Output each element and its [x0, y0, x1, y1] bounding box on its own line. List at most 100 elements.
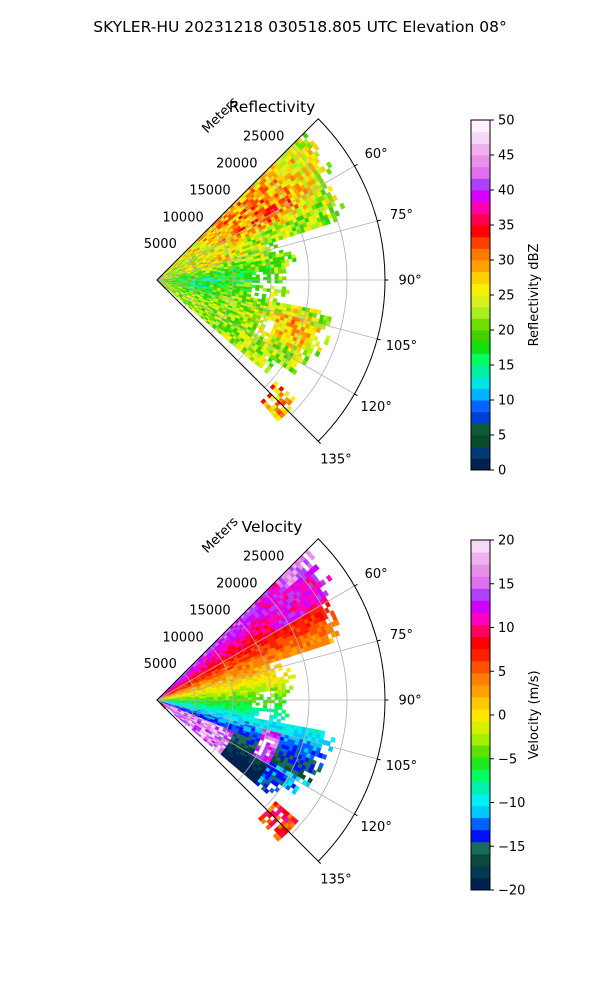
colorbar-tick-label: 10	[498, 394, 515, 409]
colorbar-swatch	[471, 672, 490, 686]
field-cell	[225, 275, 230, 279]
range-tick-label: 20000	[216, 577, 257, 592]
azimuth-spoke	[156, 279, 378, 340]
field-cell	[244, 274, 249, 278]
field-cell	[312, 144, 320, 152]
reflectivity-title: Reflectivity	[229, 98, 316, 116]
colorbar-swatch	[471, 166, 490, 179]
colorbar-swatch	[471, 793, 490, 807]
colorbar-swatch	[471, 318, 490, 331]
field-cell	[278, 279, 283, 284]
azimuth-spoke	[156, 279, 355, 395]
colorbar-swatch	[471, 341, 490, 354]
angle-tick-label: 90°	[399, 274, 422, 289]
colorbar-swatch	[471, 829, 490, 843]
field-cell	[321, 753, 328, 760]
field-cell	[228, 695, 234, 699]
field-cell	[273, 687, 279, 692]
field-cell	[255, 287, 260, 291]
field-cell	[274, 702, 279, 707]
colorbar-swatch	[471, 624, 490, 638]
field-cell	[277, 266, 283, 271]
field-cell	[255, 274, 260, 278]
colorbar-swatch	[471, 636, 490, 650]
field-cell	[277, 712, 282, 717]
field-cell	[277, 263, 282, 268]
colorbar-swatch	[471, 696, 490, 710]
colorbar-tick-label: 45	[498, 149, 515, 164]
field-cell	[273, 292, 279, 297]
angle-tick-label: 60°	[365, 147, 388, 162]
colorbar-swatch	[471, 271, 490, 284]
angle-tick-mark	[317, 440, 321, 444]
angle-tick-label: 120°	[361, 820, 392, 835]
field-cell	[278, 702, 283, 707]
range-tick-label: 20000	[216, 157, 257, 172]
field-cell	[281, 266, 287, 271]
colorbar-swatch	[471, 376, 490, 389]
field-cell	[255, 702, 260, 706]
field-cell	[281, 286, 287, 291]
field-cell	[228, 275, 234, 279]
field-cell	[243, 272, 249, 276]
field-cell	[325, 574, 333, 582]
field-cell	[281, 692, 287, 697]
field-cell	[247, 702, 253, 706]
field-cell	[291, 788, 298, 795]
angle-tick-mark	[377, 338, 381, 341]
colorbar-tick-label: 0	[498, 464, 506, 479]
field-cell	[281, 682, 286, 688]
field-cell	[251, 284, 256, 289]
field-cell	[232, 695, 238, 699]
field-cell	[266, 687, 271, 692]
reflectivity-colorbar-label: Reflectivity dBZ	[527, 244, 542, 347]
field-cell	[266, 708, 271, 713]
field-cell	[273, 715, 278, 720]
field-cell	[244, 702, 249, 706]
colorbar-swatch	[471, 733, 490, 746]
field-cell	[254, 292, 259, 297]
colorbar-swatch	[471, 283, 490, 296]
field-cell	[282, 699, 287, 704]
colorbar-swatch	[471, 388, 490, 401]
colorbar-swatch	[471, 865, 490, 879]
field-cell	[277, 683, 282, 688]
colorbar-tick-label: 30	[498, 254, 515, 269]
field-cell	[251, 271, 256, 276]
field-cell	[291, 257, 297, 263]
field-cell	[257, 363, 264, 370]
field-cell	[281, 709, 287, 714]
reflectivity-colorbar-swatches	[471, 120, 490, 471]
colorbar-swatch	[471, 400, 490, 413]
angle-tick-mark	[317, 860, 321, 864]
angle-tick-label: 75°	[390, 208, 413, 223]
field-cell	[270, 693, 276, 698]
colorbar-tick-label: 50	[498, 114, 515, 129]
field-cell	[262, 271, 268, 275]
colorbar-swatch	[471, 841, 490, 855]
colorbar-swatch	[471, 411, 490, 424]
field-cell	[267, 279, 272, 284]
field-cell	[247, 272, 253, 276]
field-cell	[263, 368, 270, 375]
colorbar-swatch	[471, 721, 490, 734]
colorbar-swatch	[471, 781, 490, 794]
field-cell	[267, 699, 272, 704]
colorbar-tick-label: 25	[498, 289, 515, 304]
field-cell	[331, 194, 338, 202]
range-tick-label: 25000	[243, 550, 284, 565]
field-cell	[316, 309, 322, 316]
colorbar-swatch	[471, 213, 490, 226]
range-tick-label: 15000	[189, 603, 230, 618]
reflectivity-field	[156, 131, 346, 422]
field-cell	[267, 696, 272, 701]
field-cell	[247, 694, 253, 698]
angle-tick-label: 135°	[320, 452, 351, 467]
field-cell	[244, 694, 249, 698]
field-cell	[255, 697, 260, 701]
field-cell	[277, 269, 283, 274]
range-tick-label: 15000	[189, 183, 230, 198]
